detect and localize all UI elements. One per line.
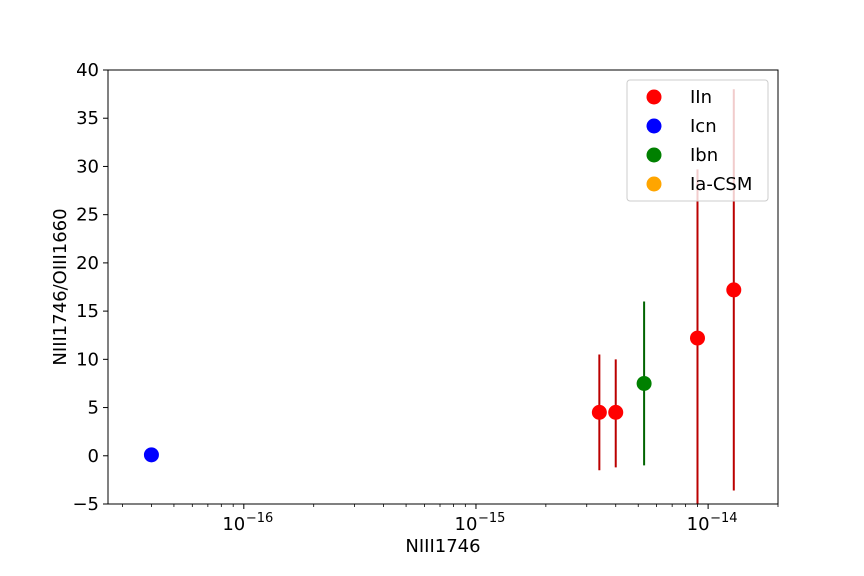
y-tick-label: 25 xyxy=(76,205,99,226)
y-tick-label: 0 xyxy=(88,446,99,467)
data-point xyxy=(143,447,159,463)
legend-label: Ia-CSM xyxy=(690,174,752,195)
x-tick-exponent: −16 xyxy=(246,511,273,526)
y-tick-label: 5 xyxy=(88,398,99,419)
x-tick-exponent: −14 xyxy=(710,511,737,526)
data-point xyxy=(726,282,742,298)
y-tick-label: 40 xyxy=(76,60,99,81)
legend-label: IIn xyxy=(690,87,712,108)
legend: IIn Icn Ibn Ia-CSM xyxy=(626,79,769,202)
y-axis-label: NIII1746/OIII1660 xyxy=(50,208,71,365)
data-point xyxy=(689,330,705,346)
x-tick-label: 10 xyxy=(455,514,478,535)
x-tick-exponent: −15 xyxy=(478,511,505,526)
legend-box xyxy=(626,79,769,202)
data-markers xyxy=(143,282,742,463)
x-axis-label: NIII1746 xyxy=(405,536,480,557)
x-tick-label: 10 xyxy=(222,514,245,535)
legend-marker xyxy=(646,89,662,105)
legend-label: Ibn xyxy=(690,145,718,166)
y-tick-label: 20 xyxy=(76,253,99,274)
y-tick-label: −5 xyxy=(72,494,99,515)
data-point xyxy=(636,375,652,391)
legend-label: Icn xyxy=(690,116,717,137)
data-point xyxy=(591,404,607,420)
x-tick-label: 10 xyxy=(687,514,710,535)
legend-marker xyxy=(646,176,662,192)
axes-frame xyxy=(107,69,779,505)
legend-marker xyxy=(646,118,662,134)
y-tick-label: 15 xyxy=(76,301,99,322)
legend-marker xyxy=(646,147,662,163)
y-tick-label: 10 xyxy=(76,349,99,370)
y-tick-label: 30 xyxy=(76,156,99,177)
data-point xyxy=(608,404,624,420)
y-tick-label: 35 xyxy=(76,108,99,129)
